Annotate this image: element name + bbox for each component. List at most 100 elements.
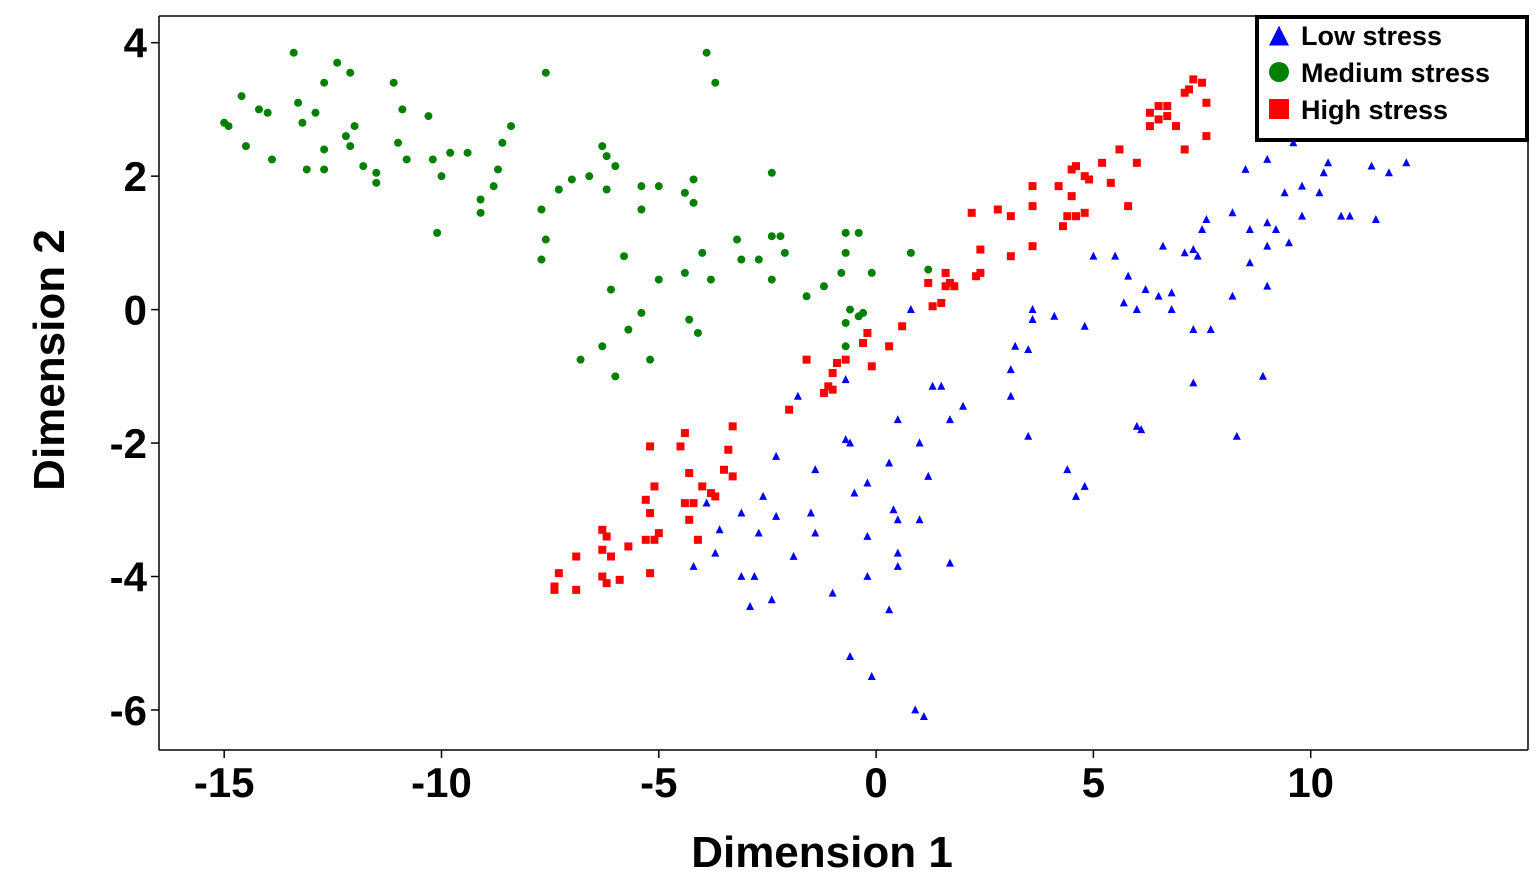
medium-stress-point	[854, 228, 863, 237]
high-stress-point	[572, 552, 581, 561]
data-points	[220, 48, 1411, 721]
medium-stress-point	[780, 248, 789, 257]
low-stress-point	[867, 672, 876, 681]
low-stress-point	[1289, 138, 1298, 147]
high-stress-point	[1006, 212, 1015, 221]
medium-stress-point	[837, 268, 846, 277]
medium-stress-point	[867, 268, 876, 277]
medium-stress-point	[846, 305, 855, 314]
low-stress-point	[959, 401, 968, 410]
low-stress-point	[893, 548, 902, 557]
low-stress-point	[746, 601, 755, 610]
low-stress-point	[1050, 311, 1059, 320]
series-high-stress	[550, 75, 1211, 594]
y-tick-label: 2	[124, 153, 147, 200]
high-stress-point	[719, 465, 728, 474]
legend-label-low-stress: Low stress	[1301, 21, 1442, 51]
low-stress-point	[893, 415, 902, 424]
high-stress-point	[1115, 145, 1124, 154]
medium-stress-point	[241, 142, 250, 151]
high-stress-point	[950, 282, 959, 291]
low-stress-point	[1198, 224, 1207, 233]
medium-stress-point	[637, 205, 646, 214]
medium-stress-point	[754, 255, 763, 264]
low-stress-point	[846, 438, 855, 447]
series-low-stress	[689, 138, 1411, 721]
high-stress-point	[941, 268, 950, 277]
x-tick-label: -15	[194, 759, 255, 806]
medium-stress-point	[924, 265, 933, 274]
high-stress-point	[680, 429, 689, 438]
medium-stress-point	[689, 198, 698, 207]
high-stress-point	[1171, 122, 1180, 131]
low-stress-point	[889, 505, 898, 514]
low-stress-point	[1245, 258, 1254, 267]
low-stress-point	[1245, 224, 1254, 233]
high-stress-point	[1145, 122, 1154, 131]
medium-stress-point	[320, 165, 329, 174]
low-stress-point	[1337, 211, 1346, 220]
legend-label-high-stress: High stress	[1301, 95, 1448, 125]
x-tick-label: 10	[1287, 759, 1334, 806]
x-tick-label: 5	[1082, 759, 1105, 806]
low-stress-point	[841, 375, 850, 384]
low-stress-point	[1158, 241, 1167, 250]
low-stress-point	[1011, 341, 1020, 350]
high-stress-point	[976, 245, 985, 254]
medium-stress-point	[767, 275, 776, 284]
medium-stress-point	[498, 138, 507, 147]
high-stress-point	[1189, 75, 1198, 84]
medium-stress-point	[359, 162, 368, 171]
low-stress-point	[1280, 188, 1289, 197]
high-stress-point	[1085, 175, 1094, 184]
low-stress-point	[1228, 291, 1237, 300]
high-stress-point	[646, 509, 655, 518]
high-stress-point	[841, 355, 850, 364]
medium-stress-point	[602, 152, 611, 161]
y-tick-label: 4	[124, 20, 148, 67]
low-stress-point	[1402, 158, 1411, 167]
medium-stress-point	[346, 142, 355, 151]
high-stress-point	[602, 579, 611, 588]
high-stress-point	[832, 358, 841, 367]
high-stress-point	[941, 282, 950, 291]
medium-stress-point	[476, 195, 485, 204]
high-stress-point	[1072, 212, 1081, 221]
high-stress-point	[1145, 108, 1154, 117]
medium-stress-point	[611, 372, 620, 381]
medium-stress-point	[541, 68, 550, 77]
low-stress-point	[1189, 378, 1198, 387]
medium-stress-point	[654, 182, 663, 191]
medium-stress-point	[237, 92, 246, 101]
high-stress-point	[967, 208, 976, 217]
high-stress-point	[1198, 78, 1207, 87]
low-stress-point	[1137, 425, 1146, 434]
medium-stress-point	[294, 98, 303, 107]
high-stress-point	[572, 585, 581, 594]
high-stress-point	[1154, 102, 1163, 111]
high-stress-point	[624, 542, 633, 551]
low-stress-point	[1193, 251, 1202, 260]
medium-stress-point	[654, 275, 663, 284]
low-stress-point	[1024, 345, 1033, 354]
medium-stress-point	[602, 185, 611, 194]
medium-stress-point	[394, 138, 403, 147]
high-stress-point	[1080, 208, 1089, 217]
medium-stress-point	[372, 168, 381, 177]
high-stress-point	[602, 532, 611, 541]
high-stress-point	[828, 368, 837, 377]
high-stress-point	[641, 535, 650, 544]
high-stress-point	[654, 529, 663, 538]
low-stress-point	[711, 548, 720, 557]
medium-stress-point	[680, 188, 689, 197]
high-stress-point	[598, 572, 607, 581]
low-stress-point	[1063, 465, 1072, 474]
high-stress-point	[972, 272, 981, 281]
high-stress-point	[1028, 242, 1037, 251]
low-stress-point	[1180, 248, 1189, 257]
medium-stress-point	[267, 155, 276, 164]
high-stress-point	[937, 298, 946, 307]
low-stress-point	[1315, 188, 1324, 197]
low-stress-point	[906, 305, 915, 314]
medium-stress-point	[611, 162, 620, 171]
